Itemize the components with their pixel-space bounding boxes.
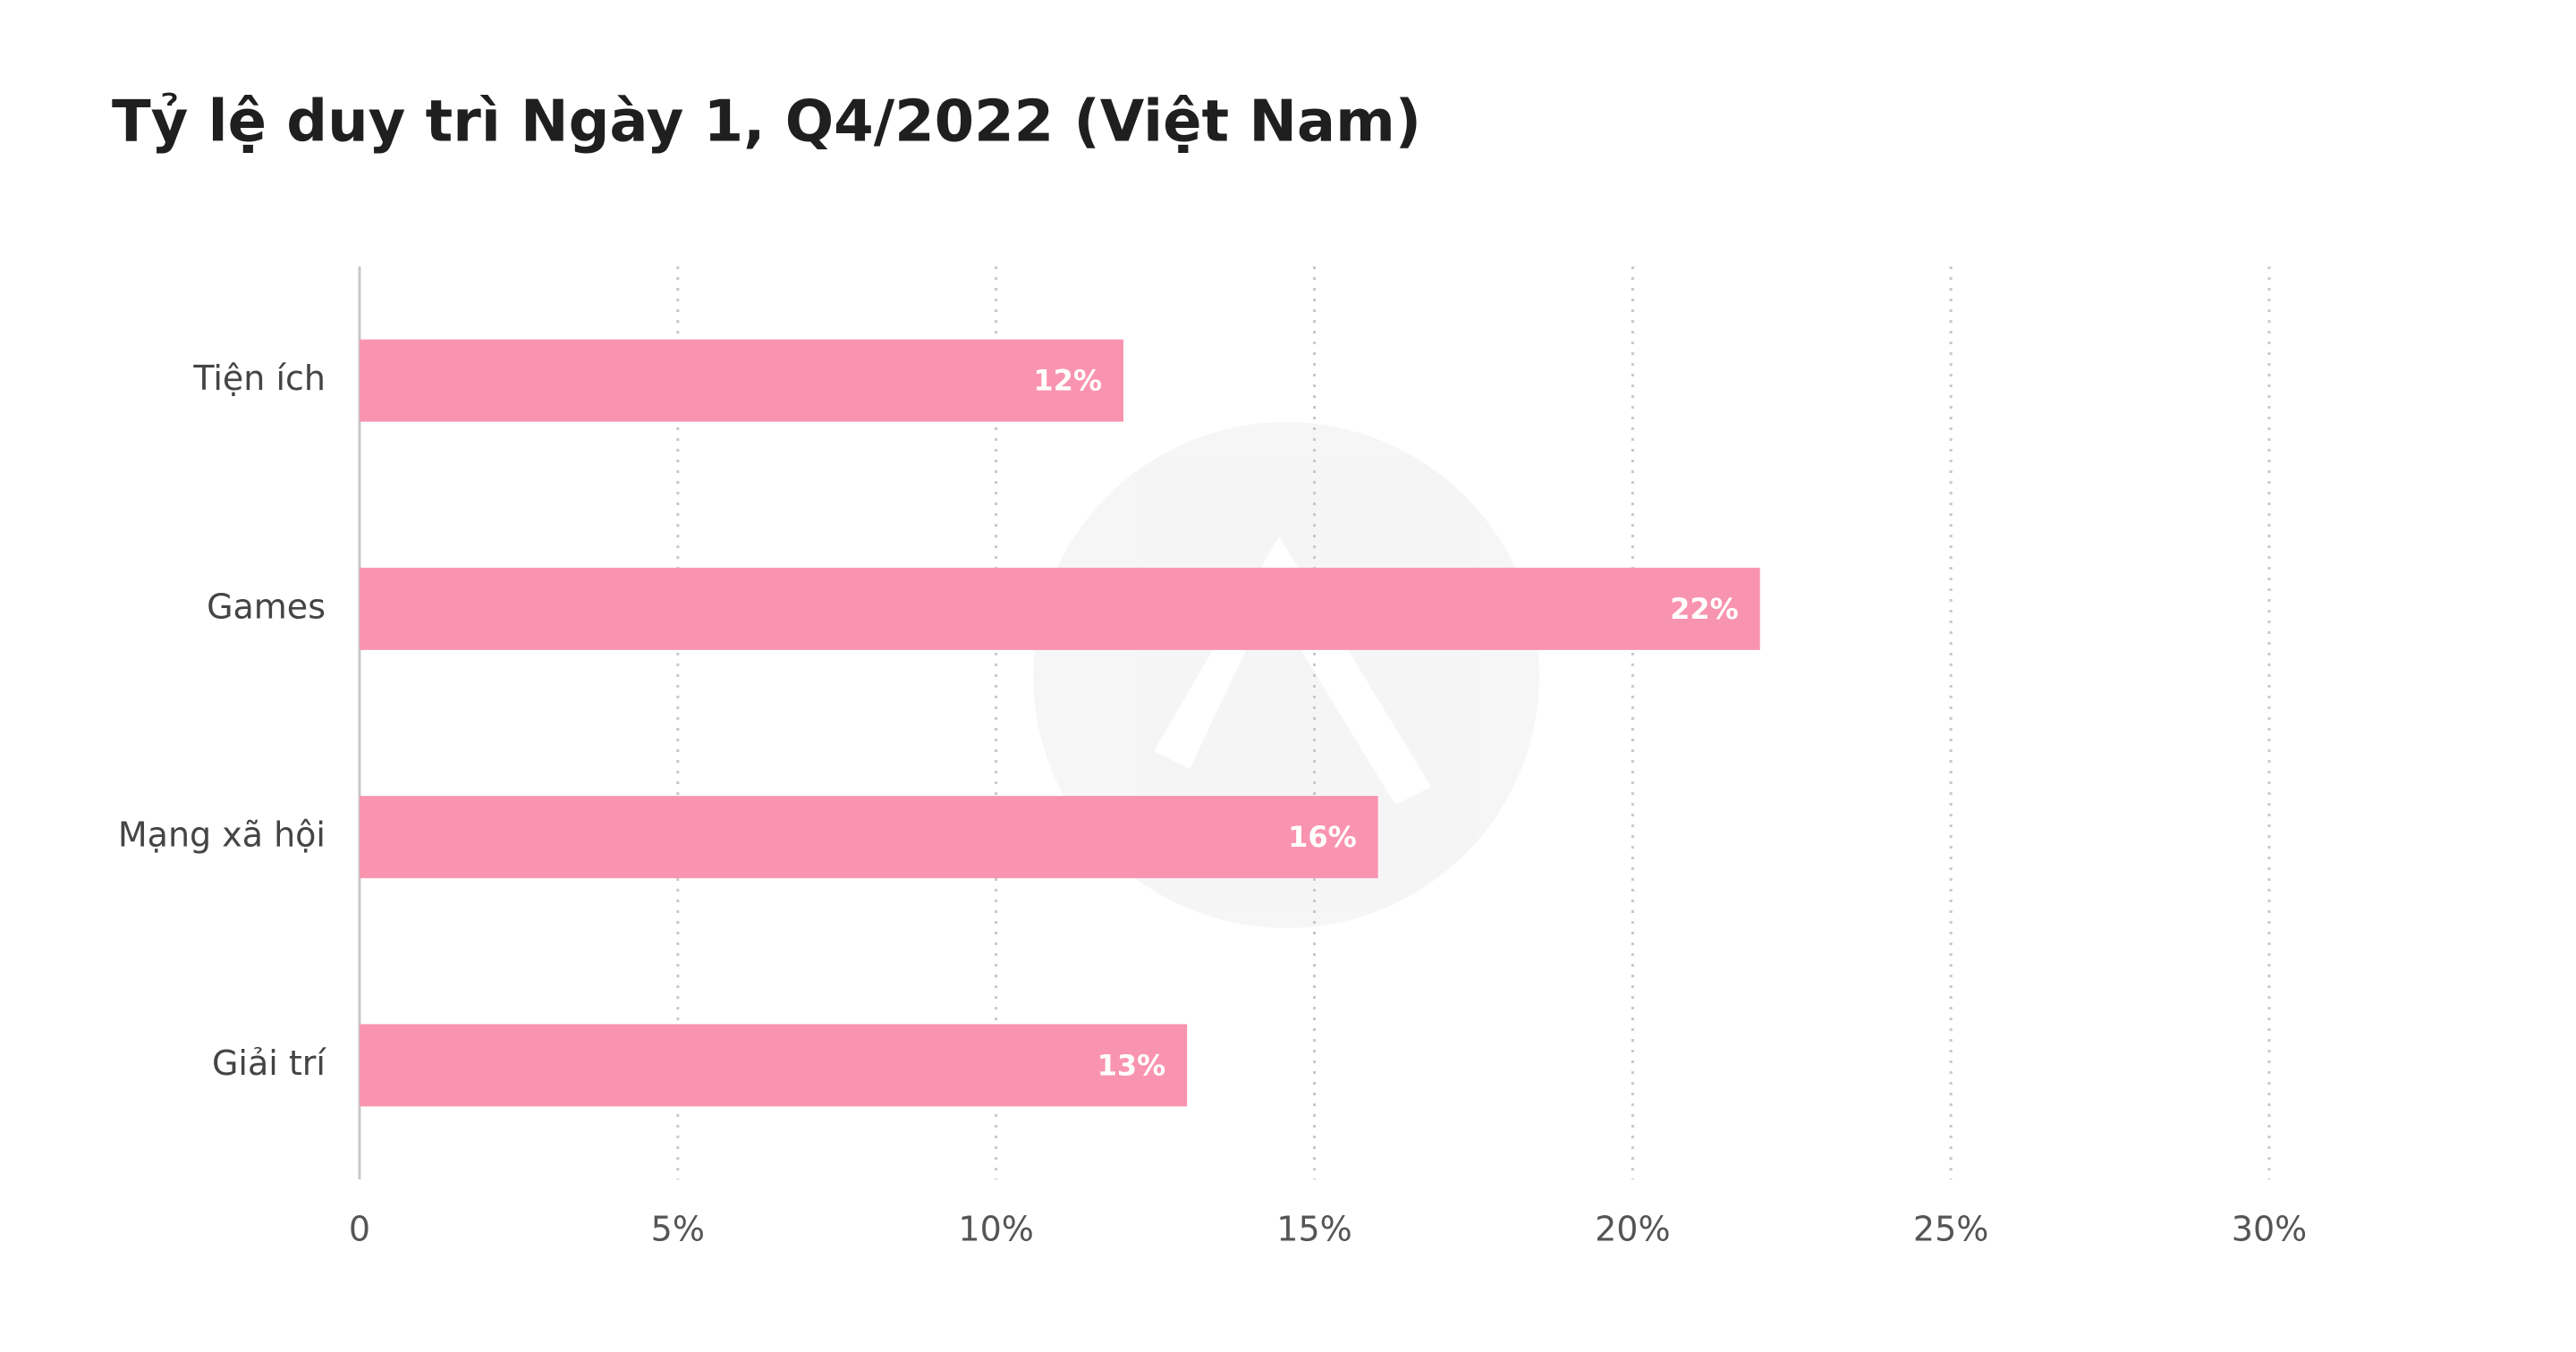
y-tick-label: Tiện ích bbox=[192, 359, 326, 398]
bar bbox=[360, 1024, 1188, 1107]
value-label: 13% bbox=[1097, 1048, 1166, 1082]
chart-title: Tỷ lệ duy trì Ngày 1, Q4/2022 (Việt Nam) bbox=[112, 89, 1421, 156]
bar bbox=[360, 796, 1378, 879]
y-tick-label: Giải trí bbox=[212, 1044, 326, 1083]
x-tick-label: 0 bbox=[349, 1210, 370, 1249]
x-tick-label: 10% bbox=[958, 1210, 1033, 1249]
value-label: 22% bbox=[1670, 592, 1739, 626]
x-tick-label: 30% bbox=[2232, 1210, 2307, 1249]
x-tick-label: 25% bbox=[1913, 1210, 1988, 1249]
bar bbox=[360, 339, 1123, 422]
value-label: 12% bbox=[1033, 364, 1102, 398]
value-label: 16% bbox=[1288, 820, 1357, 854]
bar bbox=[360, 567, 1760, 650]
x-tick-label: 15% bbox=[1276, 1210, 1352, 1249]
x-tick-label: 20% bbox=[1595, 1210, 1670, 1249]
y-tick-label: Mạng xã hội bbox=[118, 815, 326, 855]
x-tick-label: 5% bbox=[651, 1210, 705, 1249]
watermark-logo bbox=[1154, 537, 1431, 805]
y-tick-label: Games bbox=[207, 587, 326, 626]
